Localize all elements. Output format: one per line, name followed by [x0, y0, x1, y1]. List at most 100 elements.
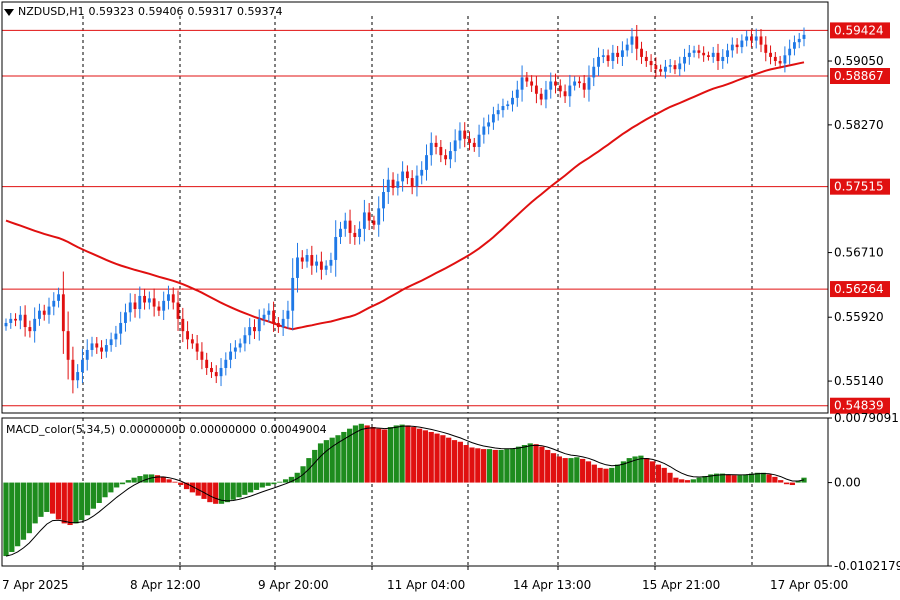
macd-bar: [259, 482, 265, 488]
price-level-label: 0.54839: [834, 399, 884, 413]
candle-body: [491, 114, 495, 123]
time-label: 15 Apr 21:00: [642, 578, 720, 592]
macd-bar: [632, 456, 638, 483]
candle-body: [71, 359, 75, 381]
candle-body: [362, 212, 366, 229]
candle-body: [90, 343, 94, 350]
candle-body: [396, 181, 400, 188]
macd-bar: [457, 441, 463, 483]
candle-body: [334, 237, 338, 260]
macd-tick-label: -0.0102179: [834, 559, 900, 573]
macd-bar: [341, 431, 347, 483]
candle-body: [18, 314, 22, 321]
macd-bar: [108, 482, 114, 493]
macd-bar: [143, 474, 149, 483]
macd-bar: [137, 476, 143, 483]
candle-body: [343, 220, 347, 229]
candle-body: [405, 171, 409, 179]
macd-axis: 0.0079091 0.00 -0.0102179: [828, 411, 900, 573]
macd-bar: [556, 456, 562, 483]
candle-body: [773, 56, 777, 62]
candle-body: [611, 52, 615, 62]
symbol-header[interactable]: NZDUSD,H1 0.59323 0.59406 0.59317 0.59374: [4, 5, 283, 18]
macd-bar: [428, 431, 434, 483]
candle-body: [726, 50, 729, 57]
candle-body: [520, 77, 524, 90]
candle-body: [487, 122, 491, 127]
macd-bar: [352, 425, 359, 483]
candle-body: [482, 126, 486, 135]
candle-body: [635, 36, 639, 49]
candle-body: [238, 343, 242, 348]
candle-body: [706, 55, 710, 57]
signal-line: [5, 425, 805, 557]
macd-histogram: [3, 423, 807, 557]
candle-body: [697, 50, 701, 53]
candle-body: [788, 48, 792, 56]
macd-bar: [451, 440, 458, 483]
macd-bar: [323, 440, 329, 483]
candle-body: [783, 55, 787, 64]
macd-bar: [166, 479, 172, 483]
time-label: 17 Apr 05:00: [770, 578, 848, 592]
candle-body: [190, 339, 194, 344]
price-pane-frame: [1, 1, 829, 414]
candle-body: [372, 220, 376, 225]
macd-bar: [731, 475, 737, 483]
candle-body: [262, 314, 266, 319]
time-axis: 7 Apr 2025 8 Apr 12:00 9 Apr 20:00 11 Apr 0…: [2, 566, 848, 592]
candle-body: [114, 333, 118, 340]
candle-body: [654, 65, 658, 70]
macd-bar: [580, 458, 586, 483]
candle-body: [730, 44, 734, 51]
macd-bar: [446, 437, 452, 483]
candle-body: [162, 300, 166, 311]
macd-bar: [783, 482, 790, 485]
candle-body: [100, 347, 104, 352]
candle-body: [539, 93, 543, 100]
candle-body: [4, 322, 8, 327]
candle-body: [147, 298, 151, 303]
candle-body: [243, 335, 247, 344]
price-level-tag: [830, 178, 890, 195]
price-level-label: 0.57515: [834, 180, 884, 194]
macd-bar: [492, 449, 498, 483]
candle-body: [272, 310, 276, 323]
macd-header: MACD_color(5,34,5) 0.00000000 0.00000000 0.…: [6, 423, 327, 436]
candle-body: [544, 89, 548, 100]
macd-bar: [9, 482, 15, 552]
candle-body: [410, 178, 414, 187]
candle-body: [530, 81, 534, 86]
macd-bar: [673, 477, 679, 483]
candle-body: [587, 77, 591, 90]
macd-bar: [696, 477, 702, 483]
macd-bar: [789, 482, 795, 486]
candle-body: [558, 85, 562, 92]
candle-body: [750, 36, 753, 41]
candle-body: [702, 52, 706, 56]
macd-bar: [463, 445, 469, 483]
time-label: 9 Apr 20:00: [258, 578, 329, 592]
candle-body: [573, 81, 577, 86]
candle-body: [257, 318, 261, 332]
collapse-triangle-icon[interactable]: [4, 8, 14, 16]
macd-bar: [772, 476, 778, 483]
price-level-label: 0.56264: [834, 282, 884, 296]
candle-body: [152, 298, 156, 307]
candle-body: [644, 56, 648, 62]
time-label: 11 Apr 04:00: [387, 578, 465, 592]
candle-body: [668, 65, 672, 67]
candle-body: [463, 130, 467, 139]
candle-body: [778, 61, 782, 64]
candle-body: [620, 50, 624, 57]
macd-bar: [498, 449, 504, 483]
candle-body: [793, 42, 796, 49]
macd-bar: [306, 458, 312, 483]
candle-body: [9, 318, 13, 323]
candle-body: [683, 56, 686, 64]
macd-bar: [317, 443, 324, 483]
candle-body: [692, 50, 696, 53]
macd-bar: [230, 482, 236, 500]
candle-body: [515, 89, 519, 98]
candle-body: [253, 327, 256, 332]
